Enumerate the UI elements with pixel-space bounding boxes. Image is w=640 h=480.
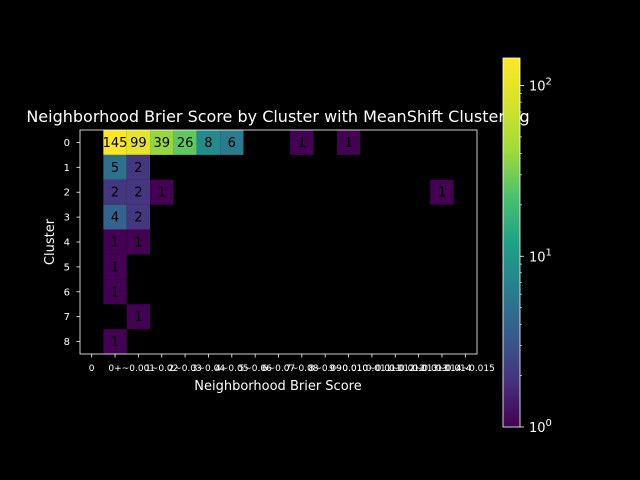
colorbar-tick-label: 100	[529, 418, 552, 436]
heatmap-cell	[103, 279, 127, 305]
heatmap-cell	[126, 229, 151, 255]
y-tick-label: 6	[64, 287, 70, 298]
heatmap-cell-label: 39	[153, 136, 170, 151]
heatmap-cell	[103, 254, 127, 280]
y-axis-ticks: 0 1 2 3 4 5 6 7 8	[64, 138, 80, 348]
heatmap-cell	[126, 130, 151, 155]
heatmap-cell	[103, 179, 127, 205]
colorbar	[502, 57, 521, 428]
heatmap-cell-label: 1	[134, 236, 142, 251]
x-tick-label: 9~0.010	[329, 364, 368, 374]
heatmap-cell	[126, 304, 151, 330]
y-tick-label: 5	[64, 262, 70, 273]
colorbar-ticks: 100 101 102	[520, 77, 552, 436]
heatmap-cell	[103, 154, 127, 180]
heatmap-cell	[126, 179, 151, 205]
x-tick-label: 0.012~0.013	[389, 364, 448, 374]
heatmap-cell	[150, 130, 174, 155]
y-axis-label: Cluster	[43, 218, 58, 265]
y-tick-label: 2	[64, 188, 70, 199]
x-axis-label: Neighborhood Brier Score	[194, 379, 361, 394]
heatmap-cell	[196, 130, 221, 155]
heatmap-cell-label: 1	[158, 186, 166, 201]
heatmap-cell-label: 26	[177, 136, 194, 151]
heatmap-cell	[103, 204, 127, 230]
y-tick-label: 3	[64, 213, 70, 224]
heatmap-cell-label: 4	[111, 211, 119, 226]
x-tick-label: 0	[89, 364, 95, 374]
heatmap-cell-label: 1	[134, 310, 142, 325]
heatmap-cell	[103, 130, 127, 155]
x-tick-label: 0+	[108, 364, 121, 374]
y-tick-label: 7	[64, 312, 70, 323]
x-tick-label: ~0.001	[122, 364, 155, 374]
heatmap-cell	[103, 329, 127, 354]
heatmap-cell-label: 1	[111, 335, 119, 350]
heatmap-cell-label: 8	[204, 136, 212, 151]
x-tick-label: 0.010~0.011	[342, 364, 401, 374]
heatmap-cell-label: 1	[111, 236, 119, 251]
heatmap-cell	[290, 130, 314, 155]
heatmap-cell-label: 99	[130, 136, 147, 151]
heatmap-cell	[103, 229, 127, 255]
x-tick-label: 3~0.04	[192, 364, 226, 374]
heatmap-cell	[336, 130, 361, 155]
x-axis-ticks: 0 0+ ~0.0011~0.022~0.033~0.044~0.055~0.066…	[89, 354, 495, 374]
x-tick-label: 1~0.02	[145, 364, 178, 374]
heatmap-cell-label: 2	[134, 161, 142, 176]
heatmap-cell-label: 2	[111, 186, 119, 201]
x-tick-label: 8~0.09	[309, 364, 343, 374]
x-tick-label: 0.013~0.014	[412, 364, 471, 374]
heatmap-cell	[220, 130, 244, 155]
heatmap-cell	[150, 179, 174, 205]
heatmap-cell	[173, 130, 197, 155]
x-tick-label: 0.014~0.015	[436, 364, 495, 374]
y-tick-label: 8	[64, 337, 70, 348]
x-tick-label: 2~0.03	[168, 364, 201, 374]
x-tick-label: 5~0.06	[238, 364, 272, 374]
y-tick-label: 0	[64, 138, 70, 149]
heatmap-cell	[430, 179, 454, 205]
heatmap-cell-label: 2	[134, 211, 142, 226]
heatmap-cell-label: 1	[438, 186, 446, 201]
x-tick-label: 4~0.05	[215, 364, 248, 374]
heatmap-cell-label: 1	[298, 136, 306, 151]
heatmap-cells	[103, 130, 454, 354]
heatmap-cell-label: 2	[134, 186, 142, 201]
chart-title: Neighborhood Brier Score by Cluster with…	[26, 107, 529, 126]
x-tick-label: 7~0.08	[285, 364, 319, 374]
heatmap-cell-label: 145	[103, 136, 128, 151]
colorbar-tick-label: 101	[529, 247, 552, 265]
heatmap-cell-label: 6	[228, 136, 236, 151]
heatmap-cell-label: 1	[111, 285, 119, 300]
x-tick-label: 0.011~0.012	[366, 364, 425, 374]
y-tick-label: 4	[64, 238, 70, 249]
heatmap-cell-label: 5	[111, 161, 119, 176]
heatmap-cell	[126, 204, 151, 230]
heatmap-cell-label: 1	[344, 136, 352, 151]
y-tick-label: 1	[64, 163, 70, 174]
heatmap-cell	[126, 154, 151, 180]
heatmap-cell-label: 1	[111, 260, 119, 275]
colorbar-tick-label: 102	[529, 77, 552, 95]
x-tick-label: 6~0.07	[262, 364, 295, 374]
